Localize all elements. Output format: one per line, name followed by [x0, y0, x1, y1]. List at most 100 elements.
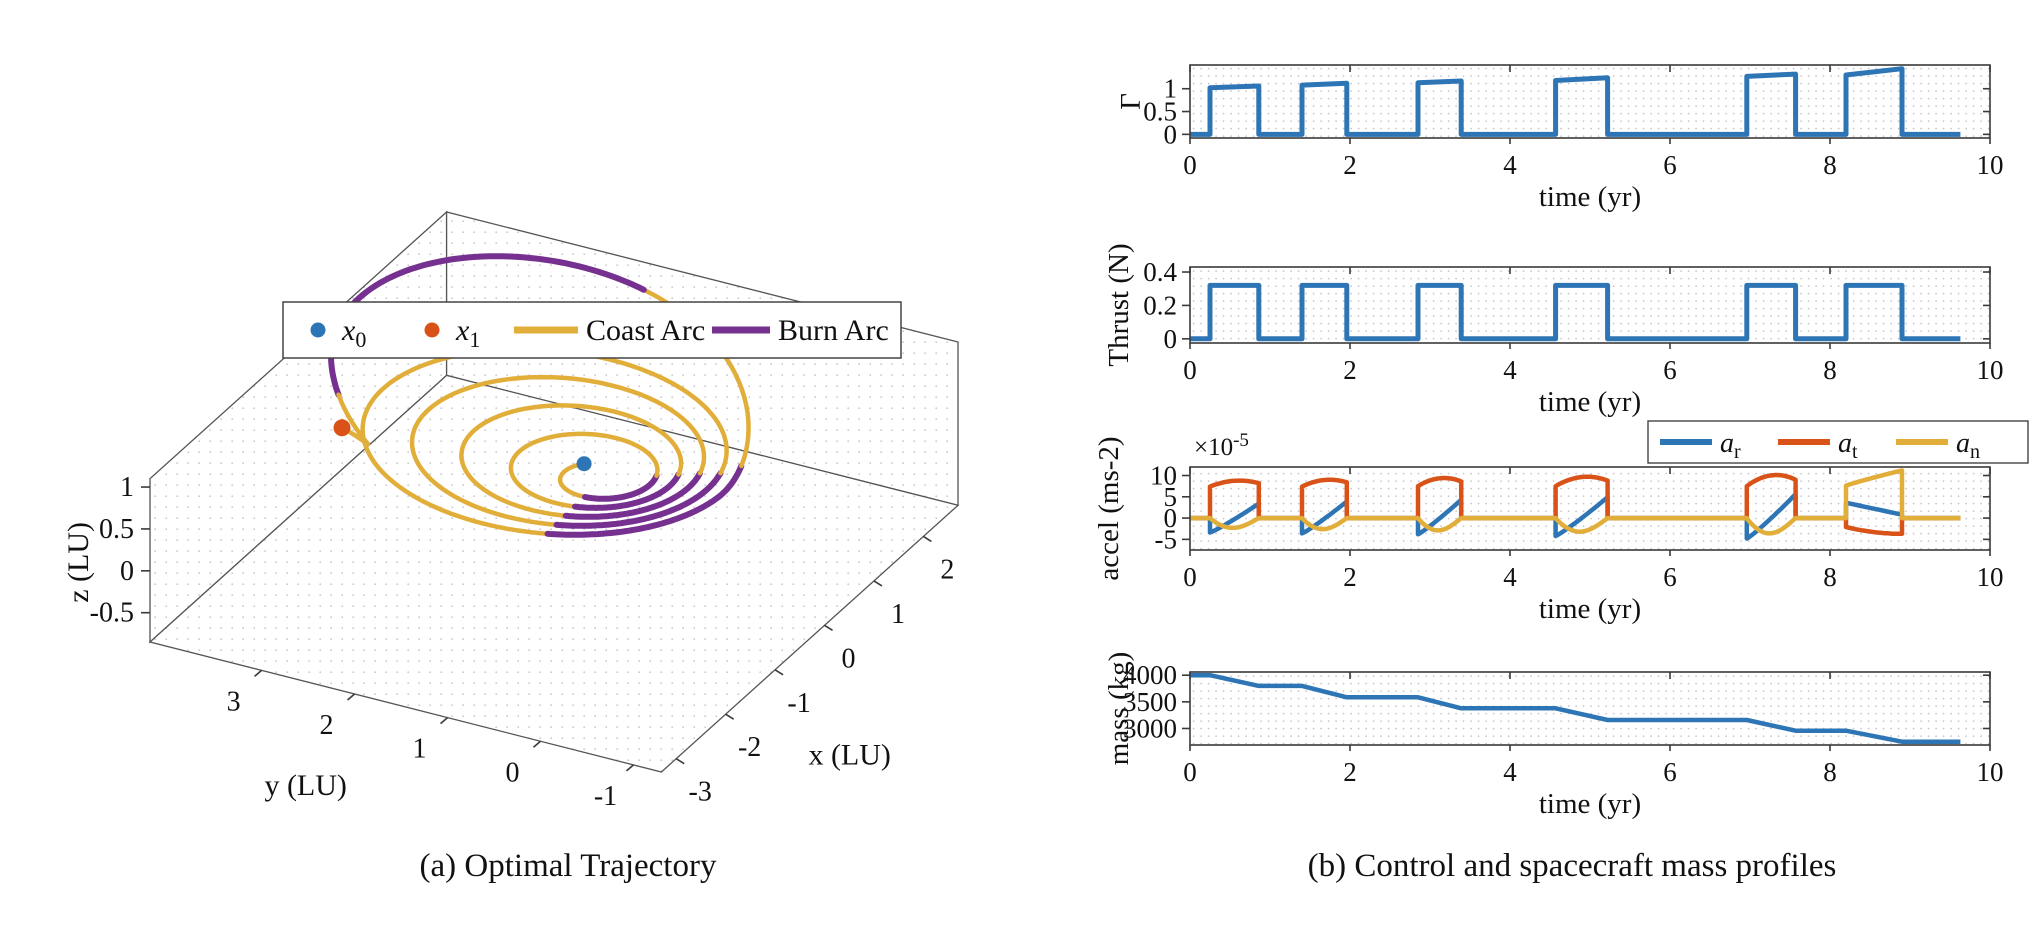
caption-b: (b) Control and spacecraft mass profiles — [1308, 848, 1837, 884]
line-shape — [440, 717, 449, 725]
x-axis-label: x (LU) — [808, 739, 890, 772]
x-tick-label: 8 — [1823, 562, 1837, 592]
x-tick-label: 6 — [1663, 562, 1677, 592]
tick-marks-3d — [141, 486, 932, 772]
y-tick-label: 2 — [320, 710, 334, 741]
legend-box — [282, 301, 902, 359]
x1-marker — [333, 419, 351, 437]
gamma-series-0 — [1190, 66, 1961, 137]
tspan-shape: 0 — [355, 327, 366, 352]
gamma-subplot: 0 2 4 6 8 10 00.51 time (yr) Γ — [1115, 64, 2004, 213]
tick-marks — [1182, 65, 1991, 144]
line-shape — [873, 580, 883, 587]
line-shape — [254, 669, 263, 677]
y-tick-label: 0.4 — [1143, 257, 1177, 287]
y-axis-label: accel (ms-2) — [1093, 436, 1125, 580]
x-tick-label: 0 — [1183, 150, 1197, 180]
tspan-shape: t — [1852, 441, 1858, 463]
tspan-shape: 1 — [469, 327, 480, 352]
tspan-shape: n — [1970, 441, 1980, 463]
x-tick-label: 4 — [1503, 355, 1517, 385]
x-tick-label: 2 — [1343, 150, 1357, 180]
trajectory-legend: x0 x1 Coast Arc Burn Arc — [282, 301, 902, 359]
grid-dots — [1190, 65, 1990, 138]
tspan-shape: x — [455, 314, 470, 347]
y-tick-label: 1 — [1164, 74, 1178, 104]
x-tick-label: 0 — [1183, 355, 1197, 385]
y-tick-label: -1 — [594, 781, 617, 812]
x-tick-label: 6 — [1663, 355, 1677, 385]
coast-arc — [360, 346, 729, 537]
y-tick-label: -5 — [1155, 524, 1178, 554]
x-tick-label: -3 — [689, 777, 712, 808]
x-tick-label: 8 — [1823, 355, 1837, 385]
coast-arc — [557, 461, 588, 500]
tspan-shape: ×10 — [1194, 434, 1233, 461]
x-tick-label: 10 — [1977, 150, 2004, 180]
line-shape — [922, 535, 932, 543]
y-tick-label: 10 — [1150, 461, 1177, 491]
y-tick-label: 4000 — [1123, 660, 1177, 690]
legend-label-x1: x1 — [455, 314, 480, 352]
axis-scale-label: ×10-5 — [1194, 430, 1249, 461]
axes-frame — [1189, 466, 1991, 551]
y-tick-label: 3500 — [1123, 687, 1177, 717]
axes-box-walls — [148, 210, 960, 773]
coast-arc — [459, 403, 684, 519]
accel-series-2 — [1190, 468, 1961, 536]
x-tick-label: 6 — [1663, 150, 1677, 180]
x-tick-label: 2 — [940, 554, 954, 585]
tspan-shape: r — [1734, 441, 1741, 463]
y-axis-label: mass (kg) — [1103, 652, 1135, 766]
y-tick-label: 0 — [1164, 503, 1178, 533]
x-tick-label: 4 — [1503, 150, 1517, 180]
caption-a: (a) Optimal Trajectory — [420, 848, 717, 884]
x-tick-label: 0 — [1183, 757, 1197, 787]
thrust-subplot: 0 2 4 6 8 10 0 0.20.4 time (yr) Thrust (N) — [1103, 243, 2004, 418]
y-tick-label: 0.2 — [1143, 290, 1177, 320]
z-tick-label: 1 — [120, 472, 134, 503]
z-tick-label: -0.5 — [90, 598, 134, 629]
grid-dots — [1190, 267, 1990, 343]
x-tick-label: 10 — [1977, 757, 2004, 787]
y-tick-label: 5 — [1164, 482, 1178, 512]
coast-arc — [508, 431, 660, 509]
accel-legend: ar at an — [1647, 420, 2029, 464]
thrust-series-0 — [1190, 282, 1961, 342]
y-tick-label: 0.5 — [1143, 97, 1177, 127]
legend-x0-dot — [310, 322, 326, 338]
legend-label-a_t: at — [1838, 428, 1858, 463]
x-tick-label: 10 — [1977, 355, 2004, 385]
tspan-shape: a — [1956, 428, 1970, 459]
burn-arc — [553, 470, 724, 529]
z-tick-label: 0.5 — [99, 514, 134, 545]
axes-ticks: 1 0.5 0 -0.5 3 2 1 0 -1 -3 -2 -1 0 1 2 z (LU) y (LU) x (L… — [62, 472, 954, 812]
line-shape — [625, 764, 635, 772]
legend-label-coast: Coast Arc — [586, 314, 705, 347]
y-axis-label: Γ — [1115, 93, 1147, 110]
mass-series-0 — [1190, 672, 1961, 744]
y-axis-label: Thrust (N) — [1103, 243, 1135, 366]
legend-x1-dot — [424, 322, 440, 338]
x-tick-label: 0 — [842, 643, 856, 674]
y-tick-label: 0 — [1164, 324, 1178, 354]
x-tick-label: 4 — [1503, 562, 1517, 592]
x-tick-label: 2 — [1343, 562, 1357, 592]
z-axis-label: z (LU) — [62, 522, 95, 603]
y-tick-label: 3000 — [1123, 713, 1177, 743]
burn-arc — [562, 470, 703, 520]
tspan-shape: a — [1720, 428, 1734, 459]
axes-frame — [1189, 266, 1991, 344]
tspan-shape: x — [341, 314, 356, 347]
wall-grid-2 — [148, 374, 960, 773]
x-axis-label: time (yr) — [1539, 593, 1641, 625]
y-axis-label: y (LU) — [264, 769, 346, 802]
burn-arc — [582, 472, 660, 502]
tspan-shape: a — [1838, 428, 1852, 459]
axes-frame — [1189, 671, 1991, 746]
x-tick-label: 2 — [1343, 757, 1357, 787]
line-shape — [347, 693, 356, 701]
